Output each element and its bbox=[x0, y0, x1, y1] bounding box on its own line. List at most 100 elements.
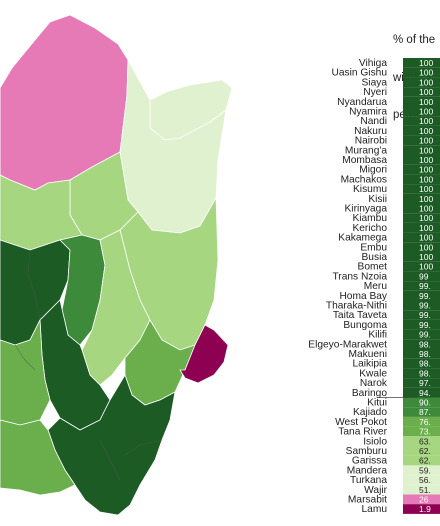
value-cell bbox=[403, 484, 417, 495]
value-label: 98. bbox=[419, 359, 431, 369]
value-label: 99. bbox=[419, 320, 431, 330]
value-bar bbox=[417, 155, 440, 165]
county-name-label: Laikipia bbox=[352, 359, 387, 370]
value-bar bbox=[417, 397, 440, 408]
value-bar bbox=[417, 242, 440, 252]
county-name-label: Kiambu bbox=[352, 213, 387, 224]
value-bar bbox=[417, 475, 440, 485]
value-cell bbox=[403, 222, 417, 233]
value-cell bbox=[403, 96, 417, 107]
value-label: 99. bbox=[419, 310, 431, 320]
county-lamu[interactable] bbox=[179, 324, 229, 384]
value-cell bbox=[403, 87, 417, 97]
value-cell bbox=[403, 135, 417, 146]
value-bar bbox=[417, 465, 440, 476]
county-name-label: Makueni bbox=[348, 349, 387, 360]
value-bar bbox=[417, 261, 440, 272]
value-bar bbox=[417, 252, 440, 262]
value-label: 51. bbox=[419, 485, 431, 495]
county-name-label: Kwale bbox=[359, 368, 387, 379]
value-label: 98. bbox=[419, 339, 431, 349]
value-bar bbox=[417, 184, 440, 194]
value-cell bbox=[403, 300, 417, 311]
county-name-label: Bomet bbox=[358, 262, 388, 273]
value-bar bbox=[417, 77, 440, 88]
value-bar bbox=[417, 310, 440, 320]
value-bar bbox=[417, 329, 440, 340]
value-bar bbox=[417, 484, 440, 495]
value-cell bbox=[403, 446, 417, 456]
county-narok-sw[interactable] bbox=[0, 419, 76, 496]
value-label: 100 bbox=[419, 155, 433, 165]
value-label: 62. bbox=[419, 456, 431, 466]
county-name-label: Nyamira bbox=[349, 107, 387, 118]
county-borders bbox=[14, 249, 163, 481]
county-name-label: Siaya bbox=[362, 77, 388, 88]
county-tharaka-embu[interactable] bbox=[59, 234, 106, 346]
county-name-label: Marsabit bbox=[348, 495, 387, 506]
value-cell bbox=[403, 319, 417, 330]
county-name-label: Garissa bbox=[352, 456, 387, 467]
value-label: 100 bbox=[419, 136, 433, 146]
value-bar bbox=[417, 222, 440, 233]
value-cell bbox=[403, 261, 417, 272]
value-cell bbox=[403, 203, 417, 214]
value-bar bbox=[417, 232, 440, 243]
value-cell bbox=[403, 213, 417, 223]
value-bar bbox=[417, 193, 440, 204]
value-bar bbox=[417, 125, 440, 136]
value-label: 98. bbox=[419, 349, 431, 359]
value-cell bbox=[403, 455, 417, 466]
value-cell bbox=[403, 475, 417, 485]
value-bar bbox=[417, 281, 440, 291]
value-bar bbox=[417, 339, 440, 349]
value-cell bbox=[403, 116, 417, 126]
value-label: 100 bbox=[419, 68, 433, 78]
value-cell bbox=[403, 77, 417, 88]
value-bar bbox=[417, 290, 440, 301]
county-name-label: Kakamega bbox=[338, 233, 387, 244]
value-cell bbox=[403, 232, 417, 243]
value-cell bbox=[403, 378, 417, 388]
value-cell bbox=[403, 426, 417, 437]
county-name-label: Kirinyaga bbox=[345, 204, 388, 215]
county-name-label: Turkana bbox=[350, 475, 387, 486]
county-name-label: Elgeyo-Marakwet bbox=[308, 339, 387, 350]
value-bar bbox=[417, 368, 440, 379]
value-label: 100 bbox=[419, 116, 433, 126]
county-name-label: Busia bbox=[362, 252, 388, 263]
county-name-label: Kisumu bbox=[353, 184, 387, 195]
value-label: 100 bbox=[419, 252, 433, 262]
value-cell bbox=[403, 145, 417, 155]
county-name-label: Murang'a bbox=[345, 145, 387, 156]
value-bar bbox=[417, 455, 440, 466]
value-label: 100 bbox=[419, 107, 433, 117]
value-bar bbox=[417, 446, 440, 456]
value-cell bbox=[403, 407, 417, 417]
value-label: 100 bbox=[419, 204, 433, 214]
value-label: 100 bbox=[419, 126, 433, 136]
county-name-label: Bungoma bbox=[343, 320, 387, 331]
value-cell bbox=[403, 310, 417, 320]
county-name-label: Homa Bay bbox=[339, 291, 387, 302]
value-bar bbox=[417, 358, 440, 369]
value-cell bbox=[403, 281, 417, 291]
value-label: 97. bbox=[419, 378, 431, 388]
county-name-label: Baringo bbox=[352, 388, 387, 399]
county-name-label: Wajir bbox=[364, 485, 387, 496]
value-cell bbox=[403, 193, 417, 204]
value-label: 100 bbox=[419, 77, 433, 87]
value-cell bbox=[403, 368, 417, 379]
value-bar bbox=[417, 436, 440, 446]
county-name-label: Trans Nzoia bbox=[332, 271, 387, 282]
value-label: 99. bbox=[419, 330, 431, 340]
county-kitui[interactable] bbox=[81, 229, 151, 386]
value-label: 94. bbox=[419, 388, 431, 398]
value-bar bbox=[417, 494, 440, 505]
value-bar bbox=[417, 319, 440, 330]
value-label: 90. bbox=[419, 398, 431, 408]
county-name-label: Meru bbox=[364, 281, 387, 292]
value-bar bbox=[417, 213, 440, 223]
county-name-label: Isiolo bbox=[363, 436, 387, 447]
